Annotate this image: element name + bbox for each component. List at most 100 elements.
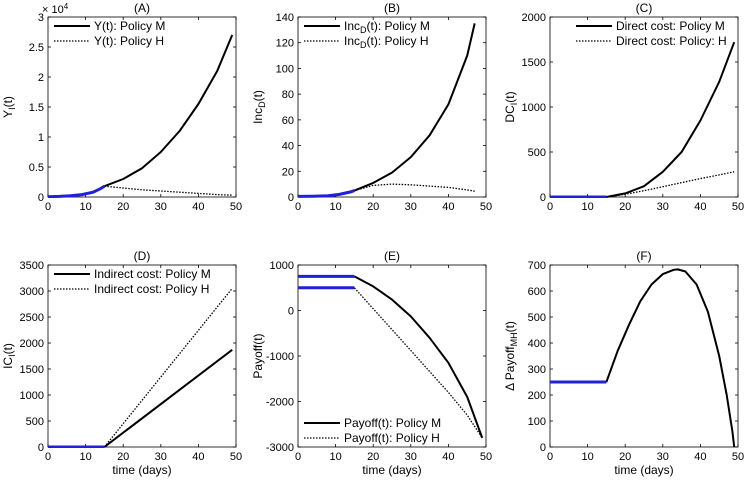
panel-title: (F) (636, 249, 651, 263)
legend-label: Payoff(t): Policy M (344, 416, 441, 430)
y-tick-label: 500 (528, 312, 546, 324)
legend-label: Y(t): Policy M (94, 19, 165, 33)
y-tick-label: 100 (276, 63, 294, 75)
legend-label: IncD(t): Policy M (344, 19, 430, 35)
axes-frame (47, 264, 237, 448)
series-line-policy-m (605, 268, 736, 448)
y-tick-label: 300 (528, 364, 546, 376)
series-line-policy-m (104, 34, 234, 188)
series-line-policy-h (103, 287, 233, 448)
panel-C: (C)0 10 20 30 40 500500100015002000DCI(t)Dire… (503, 1, 744, 213)
x-tick-label: 50 (230, 201, 242, 213)
x-tick-label: 50 (230, 451, 242, 463)
legend-label: Direct cost: Policy: H (616, 34, 727, 48)
pre-intervention-segment (298, 189, 355, 198)
y-tick-label: 200 (528, 390, 546, 402)
panel-E: (E) 0 10 20 30 40 50 -3000 -2000 -1000 0 1000 time (… (251, 249, 492, 477)
series-line-policy-h (353, 287, 483, 439)
series-line-policy-m (103, 349, 233, 448)
x-tick-label: 50 (480, 451, 492, 463)
pre-intervention-segment (48, 184, 106, 198)
y-tick-label: 100 (528, 416, 546, 428)
x-tick-label: 10 (79, 201, 91, 213)
y-tick-label: 1000 (522, 102, 546, 114)
y-tick-label: 3000 (20, 286, 44, 298)
y-tick-label: 3500 (20, 260, 44, 272)
y-tick-label: 2.5 (29, 42, 44, 54)
y-tick-label: 2000 (522, 12, 546, 24)
x-tick-label: 30 (405, 451, 417, 463)
x-axis-label: time (days) (112, 463, 171, 477)
legend-label: Y(t): Policy H (94, 34, 164, 48)
y-tick-label: 400 (528, 338, 546, 350)
panel-title: (D) (134, 249, 151, 263)
x-tick-label: 20 (619, 451, 631, 463)
x-tick-label: 40 (192, 451, 204, 463)
series-line-policy-m (353, 275, 484, 439)
x-tick-label: 0 (295, 451, 301, 463)
y-tick-label: 2500 (20, 312, 44, 324)
y-exponent-label: × 104 (42, 2, 69, 16)
y-tick-label: 2000 (20, 338, 44, 350)
y-tick-label: 700 (528, 260, 546, 272)
y-tick-label: 1 (38, 132, 44, 144)
y-tick-label: 40 (282, 141, 294, 153)
series-line-policy-m (354, 23, 476, 192)
y-tick-label: 0.5 (29, 162, 44, 174)
x-tick-label: 20 (117, 451, 129, 463)
y-tick-label: 3 (38, 12, 44, 24)
x-axis-label: time (days) (614, 463, 673, 477)
axes-frame (549, 264, 739, 448)
y-tick-label: 80 (282, 89, 294, 101)
y-tick-label: -1000 (266, 351, 294, 363)
x-tick-label: 20 (367, 201, 379, 213)
y-tick-label: 20 (282, 166, 294, 178)
y-tick-label: 0 (38, 192, 44, 204)
x-axis-label: time (days) (362, 463, 421, 477)
x-tick-label: 20 (619, 201, 631, 213)
x-tick-label: 50 (480, 201, 492, 213)
panel-F: (F)0 10 20 30 40 500100200300400500600700time… (503, 249, 744, 477)
x-tick-label: 10 (79, 451, 91, 463)
panel-title: (C) (636, 1, 653, 15)
x-tick-label: 40 (192, 201, 204, 213)
y-axis-label: ICI(t) (1, 343, 17, 369)
x-tick-label: 20 (117, 201, 129, 213)
x-tick-label: 0 (45, 451, 51, 463)
y-tick-label: -2000 (266, 397, 294, 409)
y-tick-label: 600 (528, 286, 546, 298)
x-tick-label: 30 (657, 201, 669, 213)
x-tick-label: 40 (442, 451, 454, 463)
y-tick-label: 140 (276, 12, 294, 24)
legend-label: Indirect cost: Policy M (94, 267, 211, 281)
y-tick-label: 120 (276, 38, 294, 50)
y-axis-label: Payoff(t) (251, 333, 265, 378)
series-line-policy-h (606, 171, 735, 198)
y-axis-label: Δ PayoffMH(t) (503, 321, 519, 391)
x-tick-label: 0 (547, 451, 553, 463)
legend-label: Direct cost: Policy M (616, 19, 725, 33)
x-tick-label: 0 (295, 201, 301, 213)
y-tick-label: 1000 (270, 260, 294, 272)
x-tick-label: 30 (657, 451, 669, 463)
x-tick-label: 10 (329, 451, 341, 463)
x-tick-label: 40 (694, 451, 706, 463)
y-tick-label: 1000 (20, 390, 44, 402)
x-tick-label: 30 (405, 201, 417, 213)
y-tick-label: 60 (282, 115, 294, 127)
series-line-policy-h (104, 185, 233, 196)
y-tick-label: 1500 (20, 364, 44, 376)
y-axis-label: IncD(t) (251, 90, 267, 124)
y-tick-label: 1.5 (29, 102, 44, 114)
panel-D: (D)0 10 20 30 40 5005001000150020002500300035… (1, 249, 242, 477)
axes-frame (297, 16, 487, 198)
series-line-policy-m (606, 41, 736, 198)
legend-label: Payoff(t): Policy H (344, 431, 440, 445)
x-tick-label: 40 (442, 201, 454, 213)
panel-A: (A) 0 10 20 30 40 50 0 0.5 1 1.5 2 2.5 3× 104 YI(t) Y(t… (1, 1, 242, 213)
x-tick-label: 10 (581, 451, 593, 463)
y-tick-label: 1500 (522, 57, 546, 69)
y-tick-label: 500 (528, 147, 546, 159)
x-tick-label: 50 (732, 451, 744, 463)
